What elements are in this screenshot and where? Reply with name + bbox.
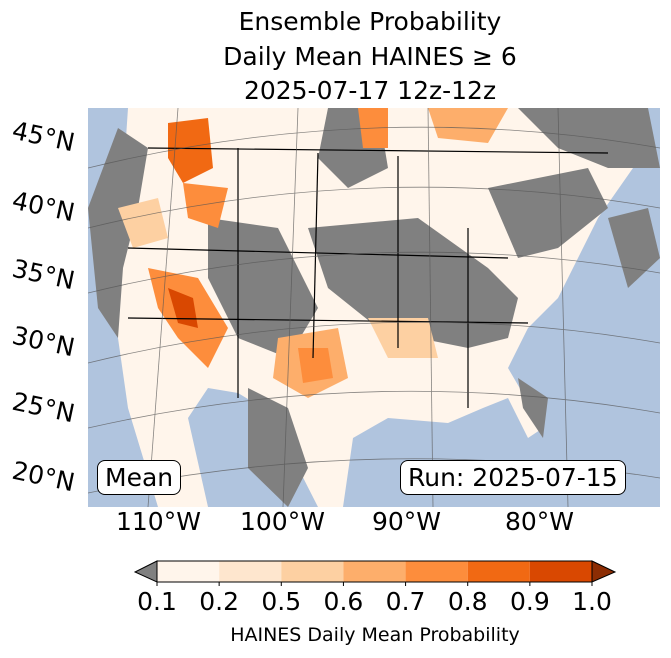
colorbar-tick: 1.0 <box>572 587 612 616</box>
colorbar-tick: 0.2 <box>199 587 240 616</box>
stat-label: Mean <box>97 460 182 495</box>
colorbar-extend-max <box>591 560 617 583</box>
colorbar-segment <box>529 561 592 582</box>
lat-label-20: 20°N <box>9 455 78 498</box>
colorbar-segment <box>405 561 468 582</box>
colorbar-tick: 0.6 <box>323 587 364 616</box>
colorbar <box>133 560 617 586</box>
colorbar-tick: 0.9 <box>509 587 550 616</box>
colorbar-tick: 0.8 <box>447 587 488 616</box>
land <box>88 108 660 507</box>
colorbar-segment <box>157 561 220 582</box>
colorbar-extend-min <box>133 560 158 583</box>
probability-map <box>88 108 660 507</box>
run-label: Run: 2025-07-15 <box>400 460 626 495</box>
colorbar-segment <box>219 561 282 582</box>
lon-label-100: 100°W <box>240 507 325 536</box>
lat-label-30: 30°N <box>9 320 78 363</box>
title-line-3: 2025-07-17 12z-12z <box>243 76 497 105</box>
lon-label-90: 90°W <box>372 507 442 536</box>
colorbar-tick: 0.7 <box>385 587 426 616</box>
lat-label-45: 45°N <box>9 115 78 158</box>
colorbar-segment <box>281 561 344 582</box>
lat-label-25: 25°N <box>9 386 78 429</box>
lon-label-110: 110°W <box>116 507 201 536</box>
lon-label-80: 80°W <box>505 507 575 536</box>
colorbar-tick: 0.1 <box>137 587 177 616</box>
colorbar-label: HAINES Daily Mean Probability <box>230 624 520 646</box>
title-line-2: Daily Mean HAINES ≥ 6 <box>223 42 517 71</box>
lat-label-35: 35°N <box>9 253 78 296</box>
colorbar-tick: 0.5 <box>261 587 302 616</box>
colorbar-segment <box>343 561 406 582</box>
colorbar-segment <box>467 561 530 582</box>
colorbar-outline <box>156 560 593 583</box>
lat-label-40: 40°N <box>9 185 78 228</box>
state-borders <box>127 147 609 408</box>
title-line-1: Ensemble Probability <box>238 7 502 36</box>
